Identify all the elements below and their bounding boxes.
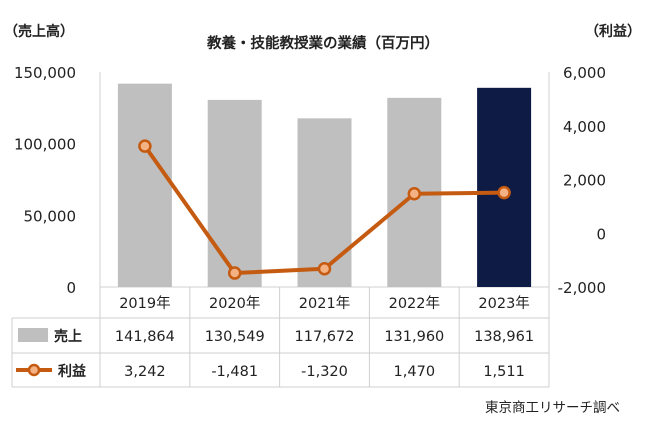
sales-value-label: 117,672 <box>295 329 355 345</box>
right-tick-label: 0 <box>596 225 606 243</box>
profit-marker <box>497 185 511 200</box>
right-tick-label: 2,000 <box>563 172 606 190</box>
right-axis-ticks: 6,000 4,000 2,000 0 -2,000 <box>558 64 606 297</box>
sales-bar <box>207 99 262 288</box>
profit-value-label: -1,481 <box>211 364 258 380</box>
left-axis-label: （売上高） <box>4 23 74 40</box>
left-tick-label: 150,000 <box>14 64 76 82</box>
source-note: 東京商工リサーチ調べ <box>485 400 620 416</box>
right-tick-label: 6,000 <box>563 64 606 82</box>
sales-value-label: 138,961 <box>474 329 534 345</box>
legend-profit-label: 利益 <box>58 363 86 380</box>
right-tick-label: -2,000 <box>558 279 606 297</box>
right-tick-label: 4,000 <box>563 118 606 136</box>
profit-value-label: -1,320 <box>301 364 348 380</box>
legend-sales-label: 売上 <box>54 328 82 345</box>
sales-bar <box>117 83 172 288</box>
sales-bar <box>297 118 352 288</box>
profit-value-label: 3,242 <box>124 364 166 380</box>
legend-sales-swatch <box>18 328 48 342</box>
category-label: 2022年 <box>389 295 440 312</box>
profit-marker <box>407 186 422 201</box>
legend-profit-marker <box>27 363 41 377</box>
category-label: 2020年 <box>209 295 260 312</box>
profit-marker <box>227 266 242 280</box>
left-tick-label: 50,000 <box>24 207 77 225</box>
category-label: 2019年 <box>119 295 170 312</box>
profit-line-layer <box>138 139 511 280</box>
profit-value-label: 1,470 <box>394 364 436 380</box>
left-tick-label: 100,000 <box>14 136 76 154</box>
profit-marker <box>138 139 152 153</box>
sales-value-label: 130,549 <box>205 329 265 345</box>
left-axis-ticks: 150,000 100,000 50,000 0 <box>14 64 76 297</box>
profit-marker <box>317 261 332 276</box>
right-axis-label: （利益） <box>585 23 641 40</box>
data-table-grid <box>11 287 550 388</box>
sales-value-label: 131,960 <box>384 329 444 345</box>
left-tick-label: 0 <box>66 279 76 297</box>
category-label: 2021年 <box>299 295 350 312</box>
sales-bars <box>117 83 532 288</box>
data-table-values: 2019年 141,864 3,242 2020年 130,549 -1,481 2021年… <box>115 295 534 380</box>
category-label: 2023年 <box>478 295 529 312</box>
chart-title: 教養・技能教授業の業績（百万円） <box>206 34 439 52</box>
profit-value-label: 1,511 <box>483 364 525 380</box>
sales-value-label: 141,864 <box>115 329 175 345</box>
